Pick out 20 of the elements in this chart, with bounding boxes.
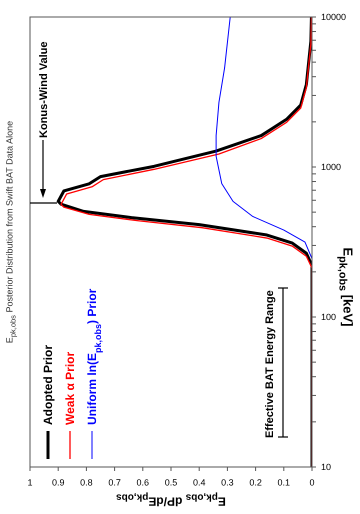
x-tick-label: 0.5 — [164, 477, 178, 488]
x-tick-label: 0.2 — [249, 477, 262, 488]
text: Weak α Prior — [63, 351, 77, 425]
x-tick-label: 0.8 — [80, 477, 93, 488]
y-tick-label: 100 — [321, 312, 336, 322]
text: Adopted Prior — [41, 344, 55, 425]
x-tick-label: 0.7 — [108, 477, 121, 488]
y-tick-label: 1000 — [321, 162, 342, 172]
annotation: Konus-Wind Value — [38, 42, 50, 138]
annotation: Effective BAT Energy Range — [264, 290, 276, 438]
x-tick-label: 0.4 — [192, 477, 206, 488]
x-tick-label: 0.9 — [52, 477, 64, 488]
line-series — [216, 17, 312, 260]
y-tick-label: 10 — [321, 462, 332, 472]
x-tick-label: 1 — [27, 477, 33, 488]
x-tick-label: 0.1 — [278, 477, 290, 488]
x-tick-label: 0 — [309, 477, 315, 488]
y-tick-label: 10000 — [321, 12, 346, 22]
x-tick-label: 0.3 — [221, 477, 234, 488]
x-tick-label: 0.6 — [136, 477, 150, 488]
